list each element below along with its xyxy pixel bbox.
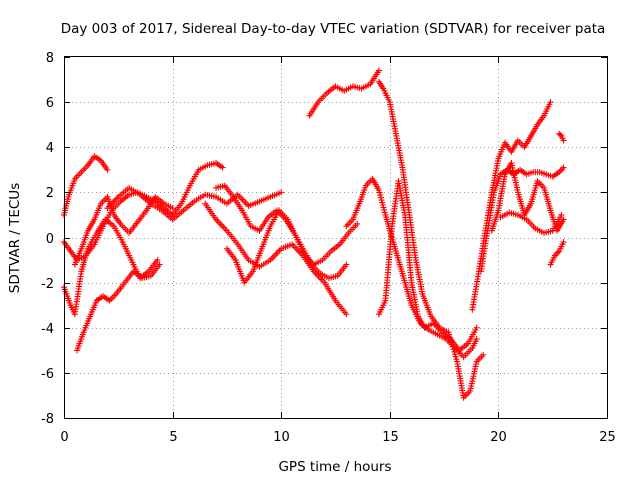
data-point bbox=[473, 336, 480, 343]
y-tick-label: 4 bbox=[46, 141, 54, 156]
x-tick-label: 20 bbox=[490, 430, 507, 445]
series-track-b bbox=[61, 153, 111, 218]
data-point bbox=[560, 239, 567, 246]
data-point bbox=[560, 137, 567, 144]
series-track-q bbox=[497, 209, 565, 236]
data-point bbox=[547, 99, 554, 106]
x-tick-label: 5 bbox=[169, 430, 177, 445]
y-tick-label: 8 bbox=[46, 51, 54, 66]
y-tick-label: -4 bbox=[41, 322, 54, 337]
x-tick-label: 25 bbox=[599, 430, 616, 445]
series-track-n bbox=[469, 99, 554, 313]
series-track-i bbox=[223, 207, 361, 286]
y-tick-label: -2 bbox=[41, 277, 54, 292]
y-tick-label: 6 bbox=[46, 96, 54, 111]
series-track-l bbox=[375, 178, 480, 354]
chart-title: Day 003 of 2017, Sidereal Day-to-day VTE… bbox=[61, 21, 606, 37]
data-point-fill bbox=[557, 131, 564, 138]
axis-ticks: 0 5 10 15 20 25 -8 -6 -4 -2 0 2 4 6 8 bbox=[41, 51, 616, 445]
data-point bbox=[473, 324, 480, 331]
series-track-o bbox=[478, 164, 567, 275]
data-point bbox=[560, 164, 567, 171]
y-tick-label: -6 bbox=[41, 367, 54, 382]
data-point bbox=[343, 311, 350, 318]
x-axis-label: GPS time / hours bbox=[278, 459, 391, 475]
y-tick-label: -8 bbox=[41, 412, 54, 427]
data-point bbox=[219, 164, 226, 171]
series-track-s bbox=[556, 130, 567, 144]
data-point bbox=[343, 261, 350, 268]
data-point-fill bbox=[559, 166, 566, 173]
data-point bbox=[558, 211, 565, 218]
x-tick-label: 15 bbox=[382, 430, 399, 445]
series-track-g bbox=[202, 200, 350, 318]
data-point bbox=[354, 220, 361, 227]
data-point bbox=[375, 67, 382, 74]
data-point bbox=[104, 166, 111, 173]
data-point bbox=[154, 257, 161, 264]
series-track-f bbox=[104, 184, 285, 223]
plot-frame bbox=[64, 56, 608, 419]
series-track-e bbox=[71, 193, 176, 268]
y-axis-label: SDTVAR / TECUs bbox=[7, 183, 23, 293]
series-track-d bbox=[74, 261, 163, 354]
data-point bbox=[156, 261, 163, 268]
series-track-j bbox=[306, 67, 382, 119]
data-point bbox=[480, 351, 487, 358]
data-points bbox=[61, 67, 567, 401]
grid bbox=[64, 57, 607, 418]
series-track-c bbox=[61, 216, 161, 318]
series-track-m bbox=[375, 78, 487, 401]
y-tick-label: 2 bbox=[46, 186, 54, 201]
data-point bbox=[169, 205, 176, 212]
series-track-h bbox=[213, 182, 350, 282]
data-point bbox=[278, 189, 285, 196]
x-tick-label: 0 bbox=[60, 430, 68, 445]
x-tick-label: 10 bbox=[273, 430, 290, 445]
y-tick-label: 0 bbox=[46, 232, 54, 247]
series-track-r bbox=[547, 239, 567, 268]
